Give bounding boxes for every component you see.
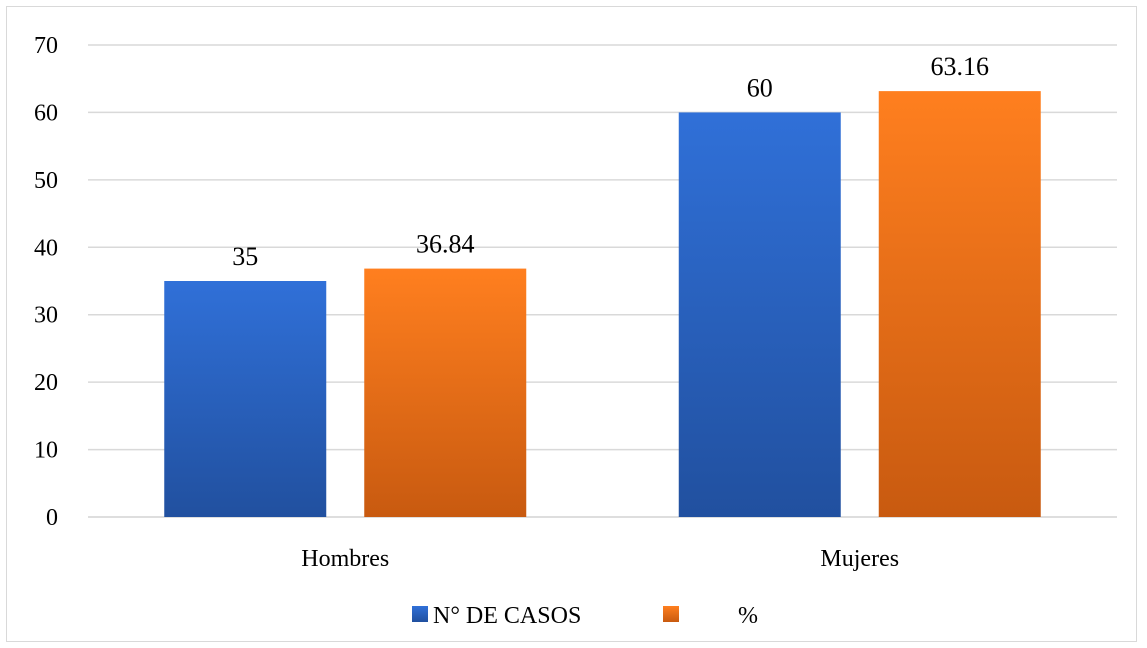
x-axis-ticks: Hombres Mujeres xyxy=(301,546,899,572)
y-tick-label: 70 xyxy=(34,33,58,59)
data-label: 63.16 xyxy=(931,52,990,81)
y-tick-label: 50 xyxy=(34,168,58,194)
bar-percent-hombres xyxy=(364,268,527,517)
data-label: 35 xyxy=(232,242,258,271)
y-tick-label: 20 xyxy=(34,370,58,396)
bar-percent-mujeres xyxy=(878,91,1041,517)
y-tick-label: 40 xyxy=(34,235,58,261)
bar-casos-hombres xyxy=(164,281,327,517)
data-labels: 35 36.84 60 63.16 xyxy=(232,52,989,271)
legend-swatch xyxy=(412,606,428,622)
legend: N° DE CASOS% xyxy=(412,603,758,629)
y-tick-label: 60 xyxy=(34,100,58,126)
bar-casos-mujeres xyxy=(678,112,841,517)
data-label: 36.84 xyxy=(416,230,475,259)
x-tick-label: Hombres xyxy=(301,546,389,572)
x-tick-label: Mujeres xyxy=(820,546,899,572)
y-tick-label: 30 xyxy=(34,303,58,329)
bars xyxy=(164,91,1041,517)
y-axis-ticks: 0 10 20 30 40 50 60 70 xyxy=(34,33,58,531)
data-label: 60 xyxy=(747,73,773,102)
y-tick-label: 10 xyxy=(34,438,58,464)
legend-label: N° DE CASOS xyxy=(433,603,581,629)
legend-label: % xyxy=(738,603,758,629)
legend-swatch xyxy=(663,606,679,622)
y-tick-label: 0 xyxy=(46,505,58,531)
